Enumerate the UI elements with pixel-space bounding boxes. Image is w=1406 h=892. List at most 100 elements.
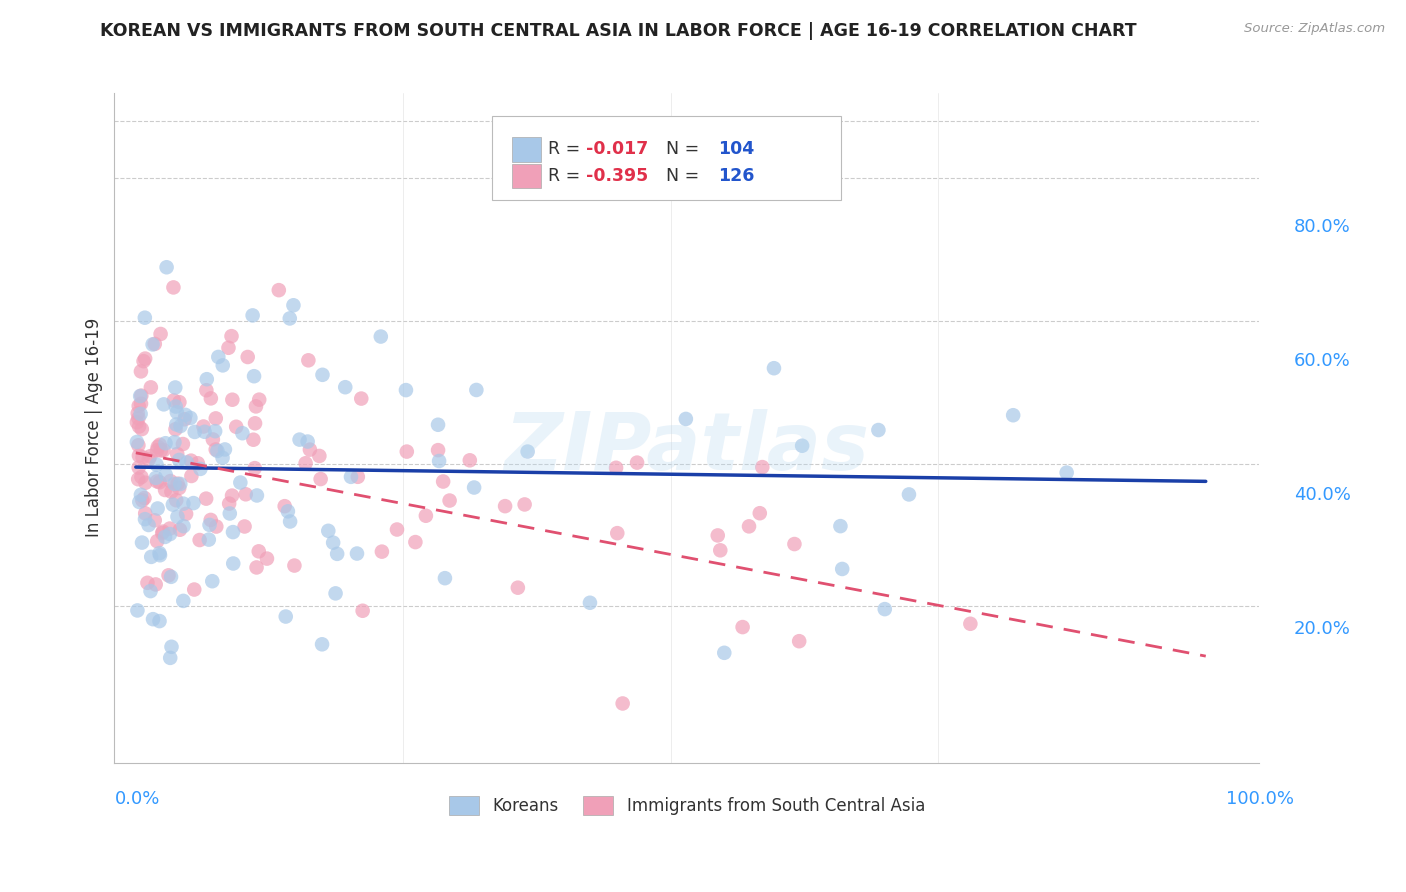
Point bbox=[176, 455, 198, 469]
Point bbox=[229, 475, 252, 490]
Point bbox=[146, 475, 169, 489]
Point bbox=[211, 450, 233, 465]
Point bbox=[283, 298, 305, 312]
FancyBboxPatch shape bbox=[512, 137, 541, 161]
Point bbox=[579, 596, 602, 610]
Text: 40.0%: 40.0% bbox=[1294, 486, 1351, 504]
Point bbox=[172, 437, 194, 451]
Point bbox=[325, 586, 347, 600]
Point bbox=[347, 470, 370, 484]
Text: 126: 126 bbox=[717, 167, 754, 185]
Point bbox=[127, 603, 149, 617]
Point bbox=[346, 547, 368, 561]
Point bbox=[395, 444, 418, 458]
Point bbox=[127, 472, 149, 486]
Point bbox=[127, 438, 149, 452]
Point bbox=[128, 460, 150, 475]
Point bbox=[218, 341, 240, 355]
Point bbox=[163, 477, 186, 491]
Point bbox=[404, 535, 426, 549]
Text: 80.0%: 80.0% bbox=[1294, 218, 1350, 235]
Point bbox=[128, 495, 150, 509]
Point bbox=[311, 368, 333, 382]
Point bbox=[235, 487, 257, 501]
Point bbox=[415, 508, 437, 523]
Point bbox=[129, 488, 152, 502]
Point bbox=[218, 507, 240, 521]
Point bbox=[188, 533, 211, 547]
Point bbox=[463, 481, 485, 495]
Point bbox=[160, 640, 183, 654]
Point bbox=[131, 470, 153, 484]
Text: 60.0%: 60.0% bbox=[1294, 351, 1350, 370]
Point bbox=[172, 594, 194, 608]
Text: ZIPatlas: ZIPatlas bbox=[505, 409, 869, 487]
Point bbox=[427, 454, 450, 468]
Point bbox=[152, 443, 174, 458]
Legend: Koreans, Immigrants from South Central Asia: Koreans, Immigrants from South Central A… bbox=[441, 789, 932, 822]
Point bbox=[326, 547, 349, 561]
Point bbox=[134, 506, 156, 520]
Point bbox=[180, 469, 202, 483]
Point bbox=[152, 397, 174, 411]
Point bbox=[762, 361, 785, 376]
Point bbox=[626, 456, 648, 470]
Point bbox=[127, 406, 149, 420]
Point bbox=[173, 519, 195, 533]
Point bbox=[322, 535, 344, 549]
Point bbox=[370, 329, 392, 343]
Point bbox=[143, 513, 166, 527]
Point bbox=[288, 433, 311, 447]
Point bbox=[187, 456, 209, 470]
Point bbox=[165, 417, 187, 432]
Point bbox=[148, 614, 170, 628]
Point bbox=[1056, 466, 1078, 480]
Point bbox=[1002, 408, 1025, 422]
Text: R =: R = bbox=[548, 167, 586, 185]
Point bbox=[787, 634, 810, 648]
Point bbox=[141, 549, 163, 564]
Point bbox=[142, 612, 165, 626]
Point bbox=[200, 513, 222, 527]
Point bbox=[283, 558, 305, 573]
Point bbox=[513, 498, 536, 512]
Point bbox=[352, 604, 374, 618]
Point bbox=[129, 407, 152, 421]
Point bbox=[159, 527, 181, 541]
Y-axis label: In Labor Force | Age 16-19: In Labor Force | Age 16-19 bbox=[86, 318, 103, 538]
Point bbox=[149, 326, 172, 341]
Point bbox=[465, 383, 488, 397]
Point bbox=[142, 337, 165, 351]
Point bbox=[218, 497, 240, 511]
Point bbox=[146, 443, 169, 458]
Point bbox=[247, 544, 270, 558]
Point bbox=[125, 415, 148, 429]
Point bbox=[160, 570, 183, 584]
Point bbox=[350, 392, 373, 406]
Point bbox=[157, 568, 180, 582]
Point bbox=[165, 422, 187, 436]
Point bbox=[605, 460, 627, 475]
Point bbox=[830, 519, 852, 533]
Point bbox=[792, 439, 814, 453]
Point bbox=[143, 337, 166, 351]
Point bbox=[242, 433, 264, 447]
Text: N =: N = bbox=[655, 141, 704, 159]
Point bbox=[167, 453, 190, 467]
Point bbox=[146, 501, 169, 516]
Point bbox=[606, 526, 628, 541]
Point bbox=[221, 329, 243, 343]
Point bbox=[169, 419, 191, 434]
Point bbox=[134, 475, 156, 490]
Point bbox=[439, 493, 461, 508]
Point bbox=[200, 392, 222, 406]
Point bbox=[458, 453, 481, 467]
Point bbox=[166, 476, 188, 491]
Point bbox=[166, 447, 188, 461]
Point bbox=[433, 571, 456, 585]
Point bbox=[183, 425, 205, 439]
Point bbox=[294, 456, 316, 470]
Point bbox=[207, 443, 229, 458]
Text: 20.0%: 20.0% bbox=[1294, 620, 1351, 638]
Point bbox=[131, 422, 153, 436]
